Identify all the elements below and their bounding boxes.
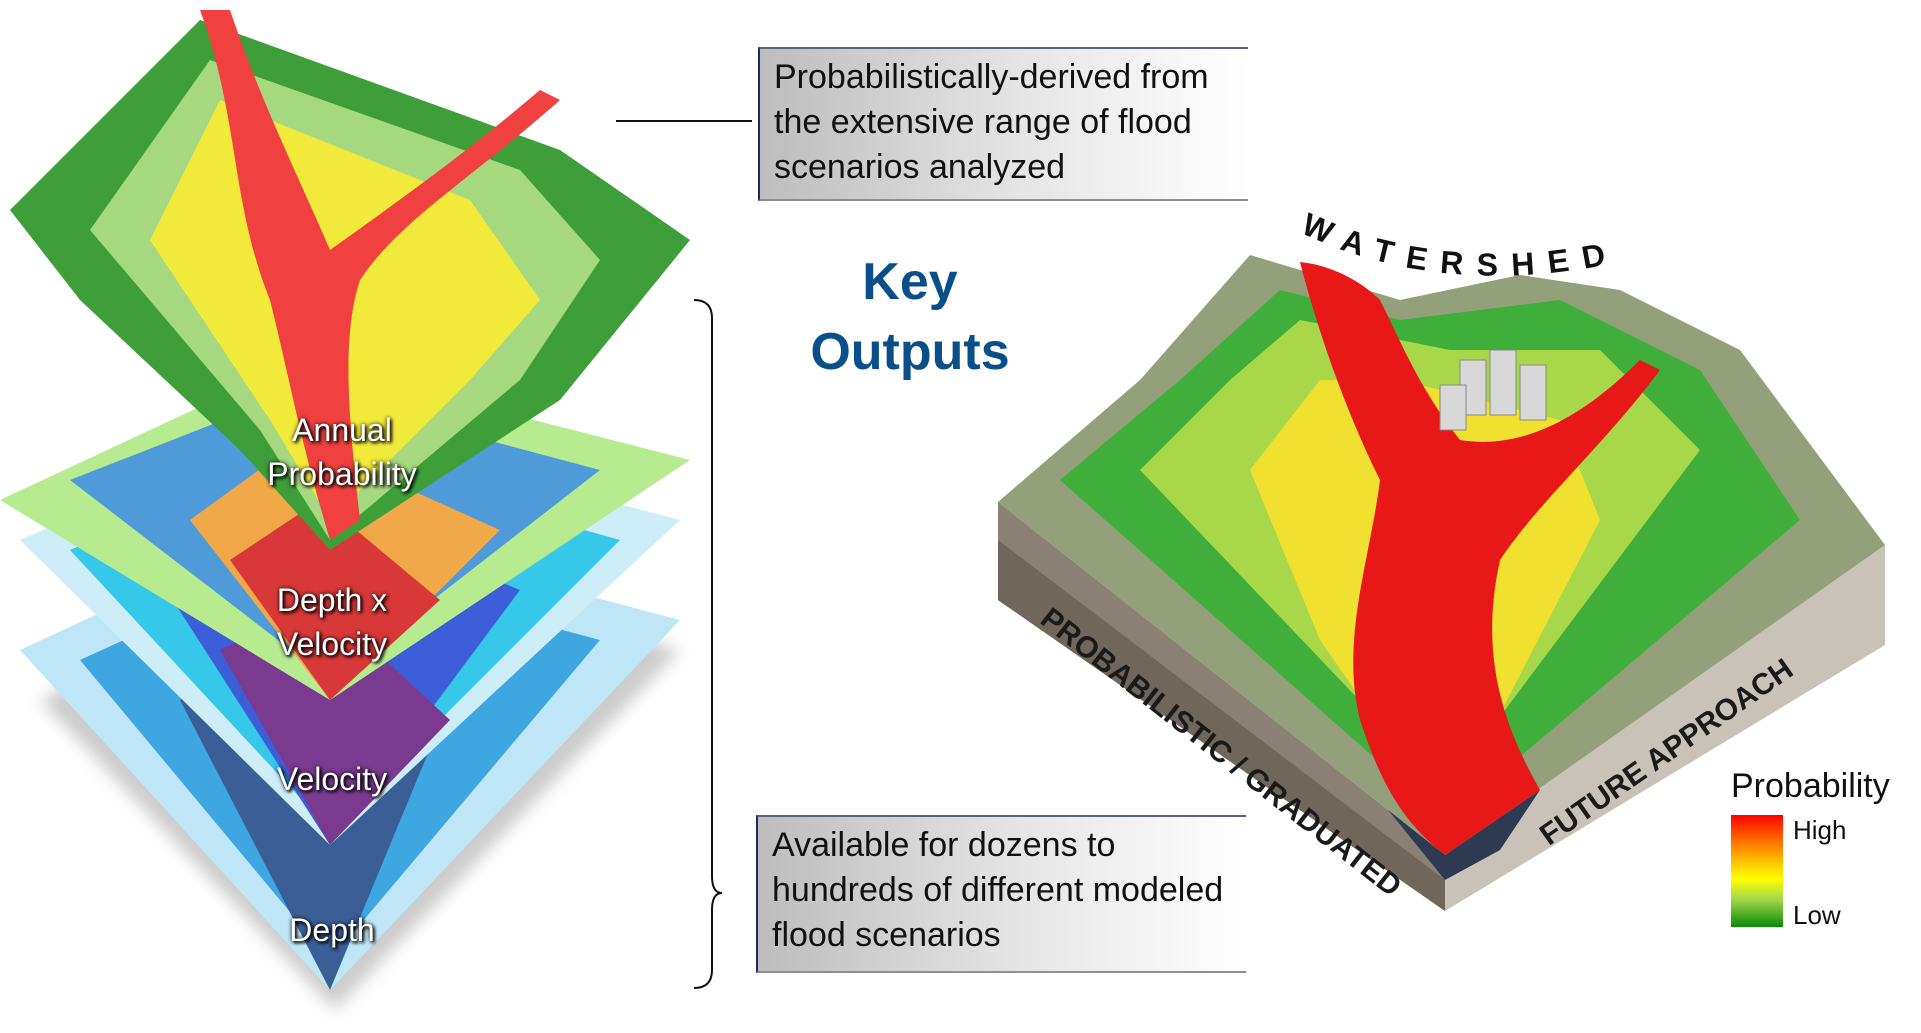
watershed-block-diagram: WATERSHED PROBABILISTIC / GRADUATED FUTU… [998, 206, 1885, 911]
layer-label-line: Velocity [276, 626, 388, 662]
legend-color-bar [1731, 815, 1783, 927]
legend-high-label: High [1793, 815, 1847, 845]
callout-scenarios: Available for dozens to hundreds of diff… [756, 815, 1246, 973]
layer-label-line: Depth x [276, 582, 388, 618]
legend-low-label: Low [1793, 900, 1841, 930]
layer-label-depth-x-velocity: Depth x Velocity [202, 578, 462, 666]
layer-label-line: Probability [267, 456, 417, 492]
layer-stack [0, 10, 690, 1010]
callout-probabilistic: Probabilistically-derived from the exten… [758, 47, 1248, 201]
layer-label-line: Annual [292, 412, 392, 448]
layer-label-annual-probability: Annual Probability [212, 408, 472, 496]
layer-label-depth: Depth [289, 912, 375, 948]
heading-key: Key [862, 253, 958, 311]
heading-outputs: Outputs [810, 323, 1010, 381]
layer-annual-probability [10, 10, 690, 550]
layer-label-velocity: Velocity [276, 761, 388, 797]
bracket [693, 299, 723, 989]
legend-title: Probability [1731, 767, 1890, 805]
watershed-label: WATERSHED [1297, 206, 1622, 283]
